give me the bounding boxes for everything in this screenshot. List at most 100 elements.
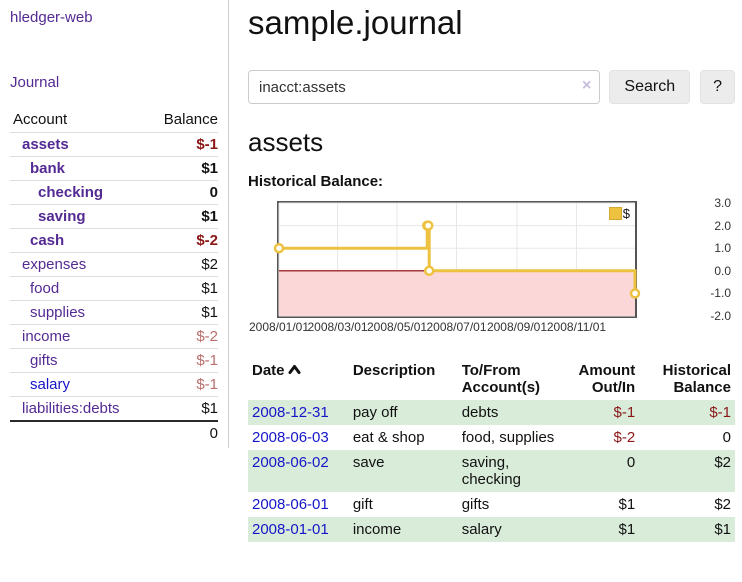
transaction-accounts: food, supplies bbox=[461, 429, 555, 446]
account-balance: $1 bbox=[201, 304, 218, 321]
y-tick-label: 3.0 bbox=[714, 196, 731, 210]
account-row: checking 0 bbox=[10, 180, 218, 205]
sidebar: hledger-web Journal Account Balance asse… bbox=[0, 0, 229, 448]
account-link-bank[interactable]: bank bbox=[30, 160, 66, 177]
account-row: supplies $1 bbox=[10, 300, 218, 325]
account-balance: 0 bbox=[209, 184, 218, 201]
sidebar-item-journal[interactable]: Journal bbox=[10, 74, 60, 91]
transaction-balance: $1 bbox=[714, 521, 731, 538]
account-row: liabilities:debts $1 bbox=[10, 396, 218, 422]
clear-search-icon[interactable]: × bbox=[582, 77, 592, 94]
account-link-liabilities-debts[interactable]: liabilities:debts bbox=[22, 400, 120, 417]
register-row: 2008-06-01 gift gifts $1 $2 bbox=[248, 492, 735, 517]
transaction-description: income bbox=[352, 521, 402, 538]
account-balance: $-2 bbox=[196, 328, 218, 345]
account-balance: $1 bbox=[201, 160, 218, 177]
x-tick-label: 2008/01/01 bbox=[248, 320, 310, 334]
transaction-date-link[interactable]: 2008-06-01 bbox=[252, 496, 329, 513]
register-col-date[interactable]: Date bbox=[248, 360, 349, 400]
transaction-description: eat & shop bbox=[352, 429, 425, 446]
account-link-checking[interactable]: checking bbox=[38, 184, 104, 201]
account-row: gifts $-1 bbox=[10, 348, 218, 373]
y-tick-label: 2.0 bbox=[714, 218, 731, 233]
transaction-description: gift bbox=[352, 496, 373, 513]
y-tick-label: -2.0 bbox=[710, 309, 731, 323]
search-form: × Search ? bbox=[248, 70, 735, 104]
legend-swatch-icon bbox=[608, 207, 622, 220]
y-tick-label: 1.0 bbox=[714, 241, 731, 256]
balance-chart: 3.0 2.0 1.0 0.0 -1.0 -2.0 $ 2008/01/01 2008/03… bbox=[248, 196, 735, 338]
main-content: sample.journal × Search ? assets Histori… bbox=[248, 0, 735, 542]
account-balance: $1 bbox=[201, 400, 218, 417]
account-balance: $-1 bbox=[196, 352, 218, 369]
transaction-accounts: saving, checking bbox=[461, 454, 521, 488]
account-link-expenses[interactable]: expenses bbox=[22, 256, 87, 273]
search-button[interactable]: Search bbox=[609, 70, 691, 104]
account-balance: $-2 bbox=[196, 232, 218, 249]
account-link-saving[interactable]: saving bbox=[38, 208, 86, 225]
account-row: income $-2 bbox=[10, 324, 218, 349]
transaction-date-link[interactable]: 2008-06-02 bbox=[252, 454, 329, 471]
transaction-balance: $-1 bbox=[709, 404, 731, 421]
account-link-assets[interactable]: assets bbox=[22, 136, 69, 153]
register-col-amount: Amount Out/In bbox=[578, 362, 636, 396]
register-col-balance: Historical Balance bbox=[662, 362, 731, 396]
sort-ascending-icon bbox=[288, 365, 301, 374]
account-row: assets $-1 bbox=[10, 132, 218, 157]
accounts-col-account: Account bbox=[13, 111, 68, 128]
accounts-table: Account Balance assets $-1 bank $1 check… bbox=[10, 108, 218, 445]
accounts-total-row: 0 bbox=[10, 421, 218, 445]
account-balance: $2 bbox=[201, 256, 218, 273]
legend-label: $ bbox=[622, 206, 630, 221]
account-link-gifts[interactable]: gifts bbox=[30, 352, 58, 369]
account-balance: $1 bbox=[201, 208, 218, 225]
accounts-header-row: Account Balance bbox=[10, 108, 218, 133]
transaction-accounts: salary bbox=[461, 521, 502, 538]
chart-legend: $ bbox=[608, 206, 630, 221]
transaction-date-link[interactable]: 2008-12-31 bbox=[252, 404, 329, 421]
chart-title: Historical Balance: bbox=[248, 173, 384, 190]
register-row: 2008-12-31 pay off debts $-1 $-1 bbox=[248, 400, 735, 425]
register-row: 2008-06-02 save saving, checking 0 $2 bbox=[248, 450, 735, 492]
transaction-description: pay off bbox=[352, 404, 398, 421]
register-table: Date Description To/From Account(s) Amou… bbox=[248, 360, 735, 542]
transaction-date-link[interactable]: 2008-01-01 bbox=[252, 521, 329, 538]
account-link-supplies[interactable]: supplies bbox=[30, 304, 86, 321]
account-balance: $-1 bbox=[196, 136, 218, 153]
account-row: salary $-1 bbox=[10, 372, 218, 397]
y-tick-label: -1.0 bbox=[710, 286, 731, 301]
transaction-amount: $-2 bbox=[613, 429, 636, 446]
x-tick-label: 2008/11/01 bbox=[546, 320, 607, 334]
search-input[interactable] bbox=[248, 70, 601, 104]
account-row: cash $-2 bbox=[10, 228, 218, 253]
x-tick-label: 2008/03/01 bbox=[307, 320, 368, 334]
transaction-description: save bbox=[352, 454, 385, 471]
register-col-description: Description bbox=[352, 362, 436, 379]
account-link-income[interactable]: income bbox=[22, 328, 71, 345]
transaction-amount: $1 bbox=[618, 496, 636, 513]
transaction-date-link[interactable]: 2008-06-03 bbox=[252, 429, 329, 446]
transaction-accounts: gifts bbox=[461, 496, 490, 513]
transaction-accounts: debts bbox=[461, 404, 499, 421]
account-heading: assets bbox=[248, 127, 324, 157]
accounts-col-balance: Balance bbox=[163, 111, 218, 128]
brand-link[interactable]: hledger-web bbox=[10, 9, 93, 26]
account-link-food[interactable]: food bbox=[30, 280, 60, 297]
y-tick-label: 0.0 bbox=[714, 263, 731, 278]
x-tick-label: 2008/05/01 bbox=[366, 320, 428, 334]
transaction-amount: $1 bbox=[618, 521, 636, 538]
transaction-balance: 0 bbox=[722, 429, 731, 446]
register-row: 2008-01-01 income salary $1 $1 bbox=[248, 517, 735, 542]
help-button[interactable]: ? bbox=[700, 70, 735, 104]
x-tick-label: 2008/09/01 bbox=[486, 320, 547, 334]
page-title: sample.journal bbox=[248, 4, 463, 41]
account-balance: $1 bbox=[201, 280, 218, 297]
account-link-cash[interactable]: cash bbox=[30, 232, 65, 249]
transaction-balance: $2 bbox=[714, 496, 731, 513]
account-row: expenses $2 bbox=[10, 252, 218, 277]
chart-plot-area: $ bbox=[273, 201, 641, 318]
transaction-amount: $-1 bbox=[613, 404, 636, 421]
account-link-salary[interactable]: salary bbox=[30, 376, 71, 393]
account-balance: $-1 bbox=[196, 376, 218, 393]
transaction-amount: 0 bbox=[626, 454, 636, 471]
